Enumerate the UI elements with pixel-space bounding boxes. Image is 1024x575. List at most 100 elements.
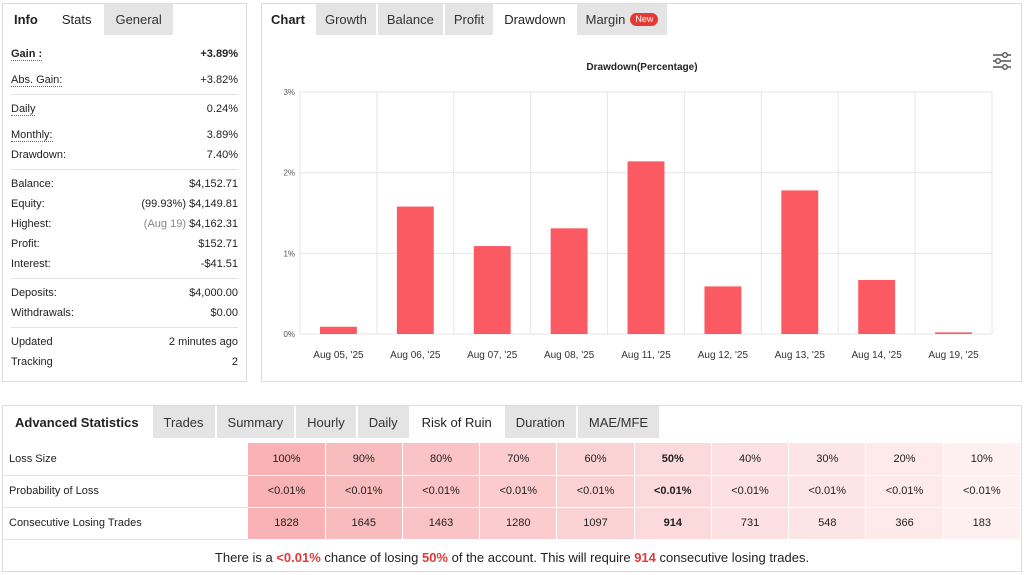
stat-abs-gain: Abs. Gain: +3.82%: [11, 70, 238, 90]
stat-profit: Profit: $152.71: [11, 234, 238, 254]
tab-info[interactable]: Info: [3, 4, 51, 35]
tab-margin[interactable]: Margin New: [576, 4, 670, 35]
summary-text: There is a: [214, 550, 277, 565]
drawdown-bar[interactable]: [858, 279, 896, 334]
table-cell: <0.01%: [479, 475, 558, 508]
drawdown-bar[interactable]: [781, 190, 819, 334]
table-cell: <0.01%: [556, 475, 635, 508]
y-tick-label: 2%: [283, 169, 295, 178]
stat-deposits: Deposits: $4,000.00: [11, 283, 238, 303]
stat-value: -$41.51: [200, 258, 238, 270]
stat-label: Balance:: [11, 178, 54, 190]
stat-label: Withdrawals:: [11, 307, 74, 319]
stat-value: 3.89%: [206, 129, 238, 141]
table-cell: 10%: [943, 443, 1022, 476]
table-cell: <0.01%: [711, 475, 790, 508]
stat-drawdown: Drawdown: 7.40%: [11, 145, 238, 165]
stat-label[interactable]: Daily: [11, 102, 36, 116]
drawdown-bar[interactable]: [396, 206, 434, 334]
new-badge: New: [630, 13, 659, 26]
tab-drawdown[interactable]: Drawdown: [495, 4, 577, 35]
stat-value: $4,149.81: [189, 198, 238, 210]
tab-general[interactable]: General: [104, 4, 175, 35]
tab-growth[interactable]: Growth: [315, 4, 378, 35]
stat-equity-percent: (99.93%): [141, 198, 186, 210]
stat-label: Equity:: [11, 198, 45, 210]
chart-title: Drawdown(Percentage): [586, 62, 697, 73]
table-cell: 548: [788, 507, 867, 540]
tab-hourly[interactable]: Hourly: [296, 406, 358, 438]
table-cell: 70%: [479, 443, 558, 476]
table-cell: 183: [943, 507, 1022, 540]
info-panel: Info Stats General Gain : +3.89% Abs. Ga…: [2, 3, 247, 382]
summary-text: of the account. This will require: [448, 550, 635, 565]
tab-duration[interactable]: Duration: [504, 406, 578, 438]
tab-chart[interactable]: Chart: [262, 4, 316, 35]
x-tick-label: Aug 11, '25: [621, 350, 671, 361]
table-cell: 1463: [402, 507, 481, 540]
sliders-icon[interactable]: [991, 11, 1013, 70]
table-cell: <0.01%: [247, 475, 326, 508]
stat-value: +3.82%: [200, 74, 238, 86]
tab-stats[interactable]: Stats: [50, 4, 105, 35]
stat-label[interactable]: Gain :: [11, 47, 43, 61]
stat-label: Deposits:: [11, 287, 57, 299]
stat-value: $0.00: [210, 307, 238, 319]
drawdown-bar[interactable]: [319, 326, 357, 334]
tab-daily[interactable]: Daily: [357, 406, 411, 438]
tab-balance[interactable]: Balance: [377, 4, 445, 35]
row-label: Loss Size: [3, 443, 249, 476]
row-label: Probability of Loss: [3, 475, 249, 508]
drawdown-bar[interactable]: [550, 228, 588, 334]
x-tick-label: Aug 13, '25: [775, 350, 826, 361]
drawdown-bar[interactable]: [627, 161, 665, 334]
tab-mae-mfe[interactable]: MAE/MFE: [577, 406, 662, 438]
stat-interest: Interest: -$41.51: [11, 254, 238, 274]
stat-equity: Equity: (99.93%) $4,149.81: [11, 194, 238, 214]
stat-gain: Gain : +3.89%: [11, 44, 238, 64]
drawdown-bar[interactable]: [704, 286, 742, 334]
table-cell: 1645: [325, 507, 403, 540]
x-tick-label: Aug 14, '25: [852, 350, 903, 361]
advanced-title: Advanced Statistics: [3, 406, 153, 438]
x-tick-label: Aug 08, '25: [544, 350, 595, 361]
stat-value: 2 minutes ago: [168, 336, 238, 348]
stat-label: Drawdown:: [11, 149, 67, 161]
stat-value: 0.24%: [206, 103, 238, 115]
table-cell: <0.01%: [325, 475, 403, 508]
x-tick-label: Aug 12, '25: [698, 350, 749, 361]
summary-trades: 914: [634, 550, 656, 565]
row-label: Consecutive Losing Trades: [3, 507, 249, 540]
advanced-tabs: Advanced Statistics Trades Summary Hourl…: [3, 406, 662, 439]
tab-profit[interactable]: Profit: [444, 4, 496, 35]
y-tick-label: 3%: [283, 88, 295, 97]
stat-label: Interest:: [11, 258, 51, 270]
stat-updated: Updated 2 minutes ago: [11, 332, 238, 352]
table-cell: 90%: [325, 443, 403, 476]
advanced-statistics-panel: Advanced Statistics Trades Summary Hourl…: [2, 405, 1022, 572]
drawdown-chart: Drawdown(Percentage) 0% 1% 2% 3% Aug 05, '2…: [283, 62, 993, 361]
drawdown-bar[interactable]: [473, 246, 511, 334]
table-row: Loss Size 100% 90% 80% 70% 60% 50% 40% 30% 20% 10…: [3, 443, 1022, 476]
table-cell: 731: [711, 507, 790, 540]
chart-panel: Chart Growth Balance Profit Drawdown Mar…: [261, 3, 1022, 382]
stat-highest-date: (Aug 19): [143, 218, 186, 230]
table-cell: 50%: [634, 443, 712, 476]
tab-trades[interactable]: Trades: [152, 406, 217, 438]
tab-risk-of-ruin[interactable]: Risk of Ruin: [410, 406, 505, 438]
stats-list: Gain : +3.89% Abs. Gain: +3.82% Daily 0.…: [11, 44, 238, 372]
risk-of-ruin-table: Loss Size 100% 90% 80% 70% 60% 50% 40% 30% 20% 10…: [3, 443, 1022, 540]
table-row: Consecutive Losing Trades 1828 1645 1463 12…: [3, 507, 1022, 540]
x-tick-label: Aug 05, '25: [313, 350, 364, 361]
tab-summary[interactable]: Summary: [216, 406, 297, 438]
stat-value: 7.40%: [206, 149, 238, 161]
table-cell: <0.01%: [634, 475, 712, 508]
stat-label[interactable]: Monthly:: [11, 128, 53, 142]
y-tick-label: 0%: [283, 330, 295, 339]
stat-highest: Highest: (Aug 19) $4,162.31: [11, 214, 238, 234]
table-cell: <0.01%: [788, 475, 867, 508]
stat-label[interactable]: Abs. Gain:: [11, 73, 63, 87]
drawdown-bar[interactable]: [935, 332, 973, 334]
table-cell: 20%: [865, 443, 944, 476]
stat-value: $152.71: [198, 238, 238, 250]
